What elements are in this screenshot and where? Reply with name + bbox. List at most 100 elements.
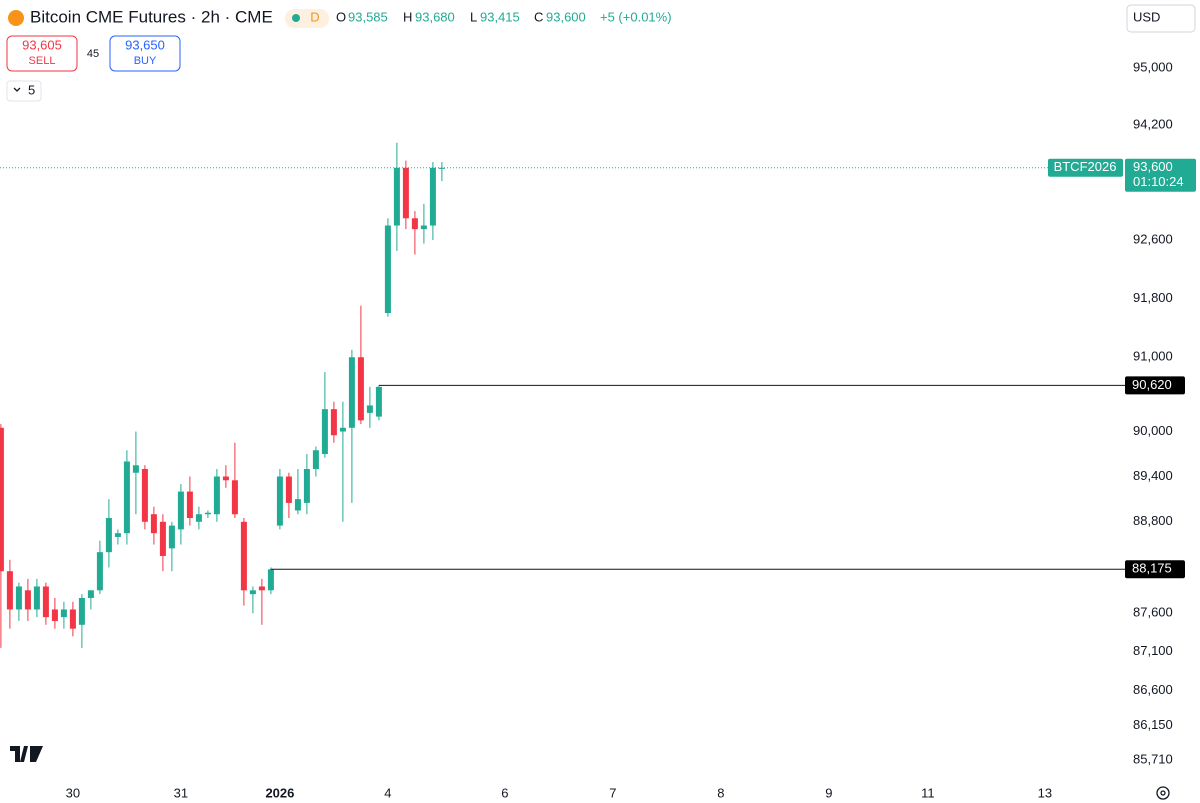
sell-price: 93,605 bbox=[22, 37, 62, 52]
y-tick-label: 90,000 bbox=[1133, 423, 1173, 438]
ohlc-key: H bbox=[403, 9, 412, 24]
indicators-toggle[interactable] bbox=[6, 80, 42, 102]
symbol-label-box bbox=[1048, 158, 1123, 177]
candle-body bbox=[429, 167, 436, 226]
candle-body bbox=[132, 465, 139, 473]
ohlc-value: 93,680 bbox=[415, 9, 455, 24]
candle-body bbox=[393, 167, 400, 226]
candle-body bbox=[33, 586, 40, 610]
level-label-box bbox=[1125, 376, 1185, 395]
candle-body bbox=[411, 218, 418, 230]
level-label: 90,620 bbox=[1132, 377, 1172, 392]
indicators-count: 5 bbox=[28, 82, 35, 97]
candle-body bbox=[213, 476, 220, 515]
buy-price: 93,650 bbox=[125, 37, 165, 52]
x-tick-label: 31 bbox=[174, 785, 188, 800]
spread: 45 bbox=[87, 48, 99, 60]
currency-label: USD bbox=[1133, 9, 1160, 24]
symbol-title: Bitcoin CME Futures · 2h · CME bbox=[30, 7, 273, 26]
candle-body bbox=[159, 521, 166, 556]
symbol-icon bbox=[8, 10, 24, 26]
tv-logo bbox=[10, 746, 43, 762]
x-tick-label: 13 bbox=[1038, 785, 1052, 800]
x-tick-label: 7 bbox=[609, 785, 616, 800]
candle-body bbox=[123, 461, 130, 534]
candle-body bbox=[402, 167, 409, 219]
y-tick-label: 92,600 bbox=[1133, 231, 1173, 246]
candle-body bbox=[222, 476, 229, 481]
x-tick-label: 8 bbox=[717, 785, 724, 800]
y-tick-label: 89,400 bbox=[1133, 468, 1173, 483]
candle-body bbox=[105, 518, 112, 553]
sell-label: SELL bbox=[29, 55, 56, 67]
candle-body bbox=[348, 357, 355, 428]
level-label-box bbox=[1125, 560, 1185, 579]
ohlc-key: L bbox=[470, 9, 477, 24]
candle-body bbox=[114, 533, 121, 537]
settings-icon-center bbox=[1160, 790, 1166, 796]
y-tick-label: 88,800 bbox=[1133, 513, 1173, 528]
y-tick-label: 86,600 bbox=[1133, 682, 1173, 697]
candle-body bbox=[357, 357, 364, 421]
candle-body bbox=[285, 476, 292, 503]
ohlc-value: 93,415 bbox=[480, 9, 520, 24]
candle-body bbox=[168, 525, 175, 549]
candle-body bbox=[276, 476, 283, 526]
symbol-label: BTCF2026 bbox=[1054, 159, 1117, 174]
candle-body bbox=[87, 590, 94, 598]
y-tick-label: 91,000 bbox=[1133, 349, 1173, 364]
y-tick-label: 85,710 bbox=[1133, 751, 1173, 766]
candle-body bbox=[231, 480, 238, 515]
candle-body bbox=[375, 386, 382, 417]
candle-body bbox=[195, 514, 202, 522]
candle-body bbox=[0, 427, 4, 572]
buy-button[interactable] bbox=[109, 35, 181, 72]
x-tick-label: 2026 bbox=[265, 785, 294, 800]
candle-body bbox=[51, 609, 58, 621]
buy-label: BUY bbox=[134, 55, 157, 67]
ohlc-key: C bbox=[534, 9, 543, 24]
candle-body bbox=[384, 225, 391, 314]
y-tick-label: 87,100 bbox=[1133, 643, 1173, 658]
candle-body bbox=[186, 491, 193, 519]
y-tick-label: 94,200 bbox=[1133, 116, 1173, 131]
ohlc-key: O bbox=[336, 9, 346, 24]
candle-body bbox=[69, 609, 76, 629]
candle-body bbox=[438, 167, 445, 169]
x-tick-label: 6 bbox=[501, 785, 508, 800]
badge-label: D bbox=[310, 9, 319, 24]
sell-button[interactable] bbox=[6, 35, 78, 72]
status-badge[interactable] bbox=[285, 9, 329, 28]
candle-body bbox=[15, 586, 22, 610]
candle-body bbox=[150, 514, 157, 534]
candle-body bbox=[141, 469, 148, 522]
candle-body bbox=[294, 499, 301, 511]
x-tick-label: 9 bbox=[825, 785, 832, 800]
candle-body bbox=[303, 469, 310, 503]
x-tick-label: 4 bbox=[384, 785, 391, 800]
y-tick-label: 86,150 bbox=[1133, 717, 1173, 732]
candle-body bbox=[78, 597, 85, 625]
ohlc-value: 93,600 bbox=[546, 9, 586, 24]
currency-button[interactable] bbox=[1126, 4, 1196, 33]
last-price-box bbox=[1125, 158, 1196, 192]
settings-icon[interactable] bbox=[1156, 786, 1170, 800]
market-status-dot bbox=[292, 14, 300, 22]
chevron-icon bbox=[13, 87, 21, 92]
candle-body bbox=[366, 405, 373, 413]
candle-body bbox=[258, 586, 265, 591]
candle-body bbox=[6, 571, 13, 610]
price-change: +5 (+0.01%) bbox=[600, 9, 672, 24]
candle-body bbox=[312, 450, 319, 470]
candle-body bbox=[267, 569, 274, 591]
candle-body bbox=[204, 512, 211, 515]
countdown-label: 01:10:24 bbox=[1133, 174, 1184, 189]
y-tick-label: 91,800 bbox=[1133, 290, 1173, 305]
candle-body bbox=[330, 409, 337, 436]
candle-body bbox=[420, 225, 427, 230]
candle-body bbox=[321, 409, 328, 454]
candle-body bbox=[42, 586, 49, 618]
candle-body bbox=[96, 552, 103, 591]
